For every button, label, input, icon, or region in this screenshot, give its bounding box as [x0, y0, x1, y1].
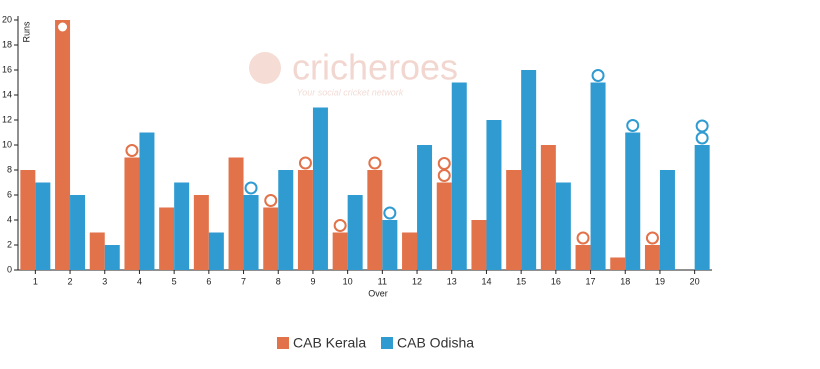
bar [659, 170, 675, 270]
y-axis-label: Runs [21, 21, 31, 43]
bar [610, 257, 626, 270]
bar [451, 82, 467, 270]
wicket-marker [695, 119, 709, 133]
bar [694, 145, 710, 270]
wicket-marker [437, 169, 451, 182]
x-tick-label: 17 [586, 276, 596, 286]
bar [382, 220, 398, 270]
wicket-marker [368, 156, 382, 170]
bar [436, 182, 452, 270]
bar [228, 157, 244, 270]
bar [644, 245, 660, 270]
wicket-marker [383, 206, 397, 220]
bar [347, 195, 363, 270]
wicket-marker [591, 69, 605, 82]
bar [20, 170, 36, 270]
bar [124, 157, 140, 270]
bar [243, 195, 259, 270]
bar [139, 132, 155, 270]
bar [70, 195, 86, 270]
bar [555, 182, 571, 270]
wicket-marker [298, 156, 312, 170]
y-tick-label: 12 [2, 114, 12, 124]
x-tick-label: 19 [655, 276, 665, 286]
x-tick-label: 15 [516, 276, 526, 286]
legend-label: CAB Kerala [293, 335, 366, 351]
bar [417, 145, 433, 270]
x-tick-label: 20 [690, 276, 700, 286]
bar [486, 120, 502, 270]
bar [540, 145, 556, 270]
watermark: cricheroes [292, 47, 458, 88]
bar [332, 232, 348, 270]
bar [590, 82, 606, 270]
y-tick-label: 10 [2, 139, 12, 149]
y-tick-label: 16 [2, 64, 12, 74]
bar [625, 132, 641, 270]
x-tick-label: 12 [412, 276, 422, 286]
bar [55, 20, 71, 270]
bar [35, 182, 51, 270]
x-tick-label: 1 [33, 276, 38, 286]
bar [367, 170, 383, 270]
legend-label: CAB Odisha [397, 335, 474, 351]
bar [208, 232, 224, 270]
bar [402, 232, 418, 270]
y-tick-label: 0 [7, 264, 12, 274]
bar [506, 170, 522, 270]
legend-swatch [381, 337, 393, 349]
x-tick-label: 9 [310, 276, 315, 286]
bar [263, 207, 279, 270]
wicket-marker [626, 119, 640, 132]
x-axis-label: Over [368, 288, 388, 298]
legend-swatch [277, 337, 289, 349]
x-tick-label: 11 [378, 276, 387, 286]
bar [89, 232, 105, 270]
x-tick-label: 6 [206, 276, 211, 286]
x-tick-label: 4 [137, 276, 142, 286]
wicket-marker [244, 181, 258, 195]
y-tick-label: 6 [7, 189, 12, 199]
bar [278, 170, 294, 270]
x-tick-label: 2 [68, 276, 73, 286]
y-tick-label: 20 [2, 14, 12, 24]
bar [471, 220, 487, 270]
wicket-marker [576, 231, 590, 245]
x-tick-label: 18 [620, 276, 630, 286]
x-tick-label: 10 [343, 276, 353, 286]
bar [104, 245, 120, 270]
x-tick-label: 13 [447, 276, 457, 286]
wicket-marker [333, 219, 347, 232]
y-tick-label: 8 [7, 164, 12, 174]
y-tick-label: 18 [2, 39, 12, 49]
bar [521, 70, 537, 270]
bar [312, 107, 328, 270]
y-tick-label: 2 [7, 239, 12, 249]
watermark-tagline: Your social cricket network [297, 87, 404, 97]
x-tick-label: 7 [241, 276, 246, 286]
bar [159, 207, 175, 270]
wicket-marker [125, 144, 139, 157]
wicket-marker [695, 131, 709, 145]
wicket-marker [56, 20, 70, 34]
x-tick-label: 3 [102, 276, 107, 286]
bar [174, 182, 190, 270]
y-tick-label: 4 [7, 214, 12, 224]
bar [193, 195, 209, 270]
y-tick-label: 14 [2, 89, 12, 99]
x-tick-label: 5 [172, 276, 177, 286]
bar [575, 245, 591, 270]
wicket-marker [437, 157, 451, 170]
x-tick-label: 16 [551, 276, 561, 286]
x-tick-label: 8 [276, 276, 281, 286]
wicket-marker [264, 194, 278, 207]
x-tick-label: 14 [481, 276, 491, 286]
bar [297, 170, 313, 270]
wicket-marker [645, 231, 659, 245]
watermark-logo [249, 52, 281, 84]
